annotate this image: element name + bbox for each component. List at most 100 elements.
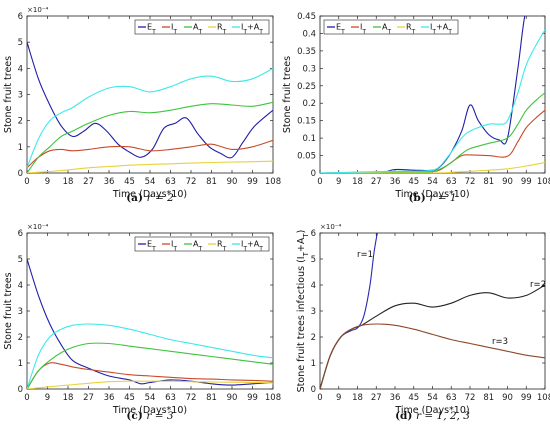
x-tick-label: 72 (186, 177, 197, 187)
x-tick-label: 18 (63, 393, 74, 403)
series-line-i-t-a-t (27, 67, 273, 169)
y-axis-label: Stone fruit trees (282, 56, 293, 133)
series-line-i-t-a-t (320, 29, 545, 173)
series-line-e-t (27, 258, 273, 386)
x-tick-label: 72 (465, 393, 476, 403)
chart-panel-2: 0 9 18 27 36 45 54 63 72 81 90 99 108 0 0.05 0.1 0.15 0.2… (282, 12, 550, 204)
x-tick-label: 54 (145, 177, 156, 187)
x-tick-label: 27 (83, 177, 94, 187)
x-tick-label: 45 (408, 177, 419, 187)
y-axis-label: Stone fruit trees infectious (IT+AT) (296, 230, 310, 393)
series-line-r-t (320, 161, 545, 173)
x-tick-label: 18 (352, 177, 363, 187)
legend-label: ET (336, 23, 345, 36)
y-tick-label: 2 (18, 333, 23, 343)
legend-box (134, 19, 270, 35)
x-tick-label: 63 (165, 177, 176, 187)
x-tick-label: 108 (265, 393, 281, 403)
y-tick-label: 0 (18, 385, 23, 395)
y-tick-label: 0 (311, 385, 316, 395)
x-tick-label: 45 (124, 393, 135, 403)
chart-panel-3: 0 9 18 27 36 45 54 63 72 81 90 99 1080123456×10⁻⁴Tim… (3, 223, 281, 422)
curve-annotation: r=2 (530, 280, 546, 290)
y-tick-label: 3 (311, 307, 316, 317)
x-tick-label: 90 (227, 393, 238, 403)
x-tick-label: 72 (186, 393, 197, 403)
series-line-r-t (27, 160, 273, 173)
y-tick-label: 0.3 (302, 64, 316, 74)
y-tick-label: 6 (311, 229, 316, 239)
y-tick-label: 1 (18, 143, 23, 153)
x-axis-label: Time (Days*10) (394, 405, 469, 416)
series-group (27, 42, 273, 173)
legend-box (134, 236, 270, 252)
x-tick-label: 36 (390, 177, 401, 187)
x-tick-label: 81 (483, 393, 494, 403)
x-tick-label: 108 (537, 393, 550, 403)
series-line-a-t (27, 101, 273, 173)
x-tick-label: 108 (265, 177, 281, 187)
x-tick-label: 99 (521, 177, 532, 187)
panel-caption: (b) r = 1 (408, 192, 456, 204)
panel-caption: (d) r = 1, 2, 3 (395, 410, 470, 422)
x-tick-label: 99 (247, 393, 258, 403)
x-tick-label: 54 (427, 177, 438, 187)
y-tick-label: 0.25 (297, 82, 316, 92)
y-exponent-label: ×10⁻⁴ (27, 223, 48, 231)
series-line-a-t (320, 92, 545, 173)
y-axis-label: Stone fruit trees (3, 56, 14, 133)
legend-label: IT+AT (241, 240, 263, 253)
x-axis-label: Time (Days*10) (394, 189, 469, 200)
y-exponent-label: ×10⁻⁴ (320, 223, 341, 231)
y-tick-label: 5 (18, 38, 23, 48)
x-tick-label: 81 (483, 177, 494, 187)
y-tick-label: 5 (18, 255, 23, 265)
legend-label: ET (147, 23, 156, 36)
y-tick-label: 0.05 (297, 152, 316, 162)
legend-label: IT+AT (241, 23, 263, 36)
series-line-e-t (320, 16, 526, 173)
legend-label: IT (171, 23, 177, 36)
x-tick-label: 9 (45, 177, 50, 187)
y-tick-label: 0.1 (302, 134, 316, 144)
y-tick-label: 1 (311, 359, 316, 369)
y-tick-label: 3 (18, 91, 23, 101)
y-tick-label: 3 (18, 307, 23, 317)
series-line-i-t (27, 362, 273, 389)
y-tick-label: 2 (311, 333, 316, 343)
legend-label: AT (382, 23, 391, 36)
y-axis-label: Stone fruit trees (3, 272, 14, 349)
y-tick-label: 0 (311, 169, 316, 179)
x-tick-label: 99 (521, 393, 532, 403)
x-tick-label: 36 (104, 393, 115, 403)
x-tick-label: 99 (247, 177, 258, 187)
x-tick-label: 9 (45, 393, 50, 403)
y-tick-label: 5 (311, 255, 316, 265)
series-line-i-t (27, 139, 273, 169)
x-tick-label: 0 (24, 177, 29, 187)
y-tick-label: 0 (18, 169, 23, 179)
series-line-3 (320, 323, 545, 389)
x-tick-label: 27 (371, 177, 382, 187)
panel-caption: (a) r = 2 (126, 192, 174, 204)
chart-panel-1: 0 9 18 27 36 45 54 63 72 81 90 99 1080123456×10⁻⁴Tim… (3, 6, 281, 204)
x-tick-label: 9 (336, 177, 341, 187)
series-group (320, 16, 545, 173)
series-group (320, 233, 545, 389)
legend-label: IT (360, 23, 366, 36)
legend: ET IT AT RT IT+AT (134, 236, 270, 253)
series-line-r-t (27, 380, 273, 389)
x-tick-label: 45 (408, 393, 419, 403)
x-tick-label: 45 (124, 177, 135, 187)
legend-box (323, 19, 459, 35)
y-tick-label: 4 (311, 281, 316, 291)
x-tick-label: 27 (371, 393, 382, 403)
y-tick-label: 4 (18, 281, 23, 291)
x-tick-label: 36 (390, 393, 401, 403)
x-tick-label: 0 (317, 393, 322, 403)
y-tick-label: 0.15 (297, 117, 316, 127)
curve-annotation: r=1 (357, 250, 373, 260)
plot-frame (319, 15, 546, 174)
series-line-a-t (27, 342, 273, 389)
legend: ET IT AT RT IT+AT (134, 19, 270, 36)
